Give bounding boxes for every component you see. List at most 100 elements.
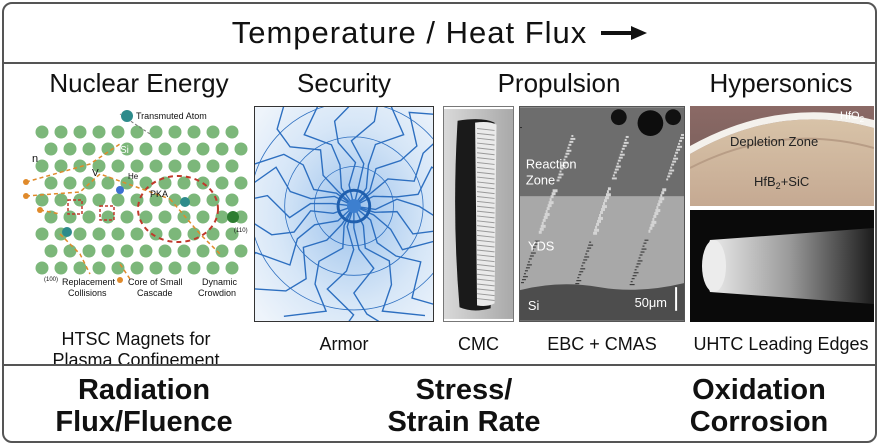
micrograph-grain [632, 275, 637, 277]
micrograph-grain [532, 246, 536, 248]
cmc-rib [476, 293, 495, 297]
micrograph-grain [582, 262, 586, 264]
vacancy-label: V [92, 168, 99, 179]
micrograph-grain [669, 169, 675, 172]
micrograph-grain [540, 224, 546, 228]
crack-line [333, 107, 357, 207]
micrograph-grain [680, 136, 684, 139]
lattice-atom [44, 142, 58, 156]
micrograph-grain [600, 211, 603, 214]
micrograph-grain [656, 206, 659, 210]
lattice-atom [63, 142, 77, 156]
lattice-atom [73, 159, 87, 173]
lattice-atom [63, 210, 77, 224]
cmc-rib [476, 234, 495, 238]
micrograph-grain [643, 242, 647, 244]
footer-bar: Radiation Flux/Fluence Stress/ Strain Ra… [4, 364, 875, 441]
lattice-atom [206, 193, 220, 207]
micrograph-grain [539, 227, 544, 231]
lattice-atom [139, 244, 153, 258]
micrograph-grain [576, 280, 582, 282]
crack-ring [255, 107, 433, 311]
cmc-rib [476, 220, 495, 224]
micrograph-grain [644, 239, 649, 241]
lattice-atom [120, 142, 134, 156]
figure-frame: Temperature / Heat Flux Nuclear Energy S… [2, 2, 877, 443]
radiation-line1: Radiation [77, 374, 211, 406]
micrograph-grain [678, 142, 681, 145]
cmc-rib [476, 268, 495, 272]
micrograph-grain [566, 149, 572, 152]
micrograph-grain [559, 170, 562, 173]
micrograph-grain [616, 162, 619, 165]
micrograph-grain [565, 152, 570, 155]
micrograph-grain [633, 272, 639, 274]
micrograph-grain [569, 140, 574, 143]
micrograph-grain [547, 204, 552, 208]
armor-fracture-image [254, 106, 434, 322]
micrograph-grain [584, 256, 590, 258]
header-bar: Temperature / Heat Flux [4, 4, 875, 64]
micrograph-grain [638, 257, 641, 259]
crack-line [255, 205, 355, 266]
micrograph-grain [651, 220, 657, 224]
crack-line [350, 107, 378, 207]
micrograph-grain [605, 193, 611, 197]
micrograph-grain [629, 284, 635, 286]
replacement-label-1: Replacement [62, 277, 116, 287]
micrograph-grain [530, 252, 536, 254]
lattice-atom [215, 176, 229, 190]
crack-line [303, 107, 355, 207]
micrograph-grain [522, 276, 528, 278]
micrograph-grain [649, 226, 653, 230]
stress-label: Stress/ Strain Rate [344, 374, 584, 438]
crack-line [353, 143, 433, 207]
propulsion-title: Propulsion [497, 68, 621, 98]
armor-caption: Armor [319, 334, 369, 354]
micrograph-grain [523, 273, 526, 275]
lattice-atom [225, 193, 239, 207]
lattice-atom [206, 227, 220, 241]
lattice-atom [234, 244, 248, 258]
si-atom-label: Si [120, 145, 129, 156]
lattice-atom [158, 210, 172, 224]
scale-bar-label: 50μm [635, 295, 667, 310]
lattice-atom [111, 261, 125, 275]
crack-ring [313, 166, 394, 247]
cmc-rib [476, 196, 495, 199]
micrograph-grain [563, 158, 566, 161]
cmc-rib [476, 283, 495, 287]
radiation-damage-diagram: Transmuted Atom n Si V He PKA (100) (110… [23, 110, 248, 298]
lattice-atom [225, 261, 239, 275]
lattice-atom [44, 244, 58, 258]
lattice-atom [54, 193, 68, 207]
micrograph-grain [641, 248, 647, 250]
lattice-atom [139, 176, 153, 190]
micrograph-grain [538, 230, 542, 234]
micrograph-grain [529, 255, 534, 257]
micrograph-grain [567, 146, 570, 149]
micrograph-grain [622, 144, 627, 147]
micrograph-grain [673, 157, 679, 160]
lattice-atom [54, 159, 68, 173]
micrograph-grain [552, 189, 558, 193]
lattice-atom [149, 159, 163, 173]
cascade-outline [137, 175, 219, 243]
cmc-rib [476, 147, 495, 151]
lattice-atom [130, 159, 144, 173]
micrograph-grain [614, 168, 619, 171]
lattice-atom [149, 125, 163, 139]
micrograph-grain [658, 200, 663, 204]
micrograph-grain [630, 281, 633, 283]
lattice-atom [215, 210, 229, 224]
micrograph-grain [601, 208, 605, 212]
crack-line [255, 205, 355, 236]
ebc-micrograph-image: Reaction Zone YDS Si 50μm [519, 106, 685, 322]
lattice-atom [187, 125, 201, 139]
micrograph-grain [568, 143, 572, 146]
micrograph-grain [602, 202, 605, 206]
micrograph-grain [588, 244, 594, 246]
lattice-atom [206, 159, 220, 173]
lattice-atom [196, 210, 210, 224]
trajectory-lines [25, 143, 221, 280]
